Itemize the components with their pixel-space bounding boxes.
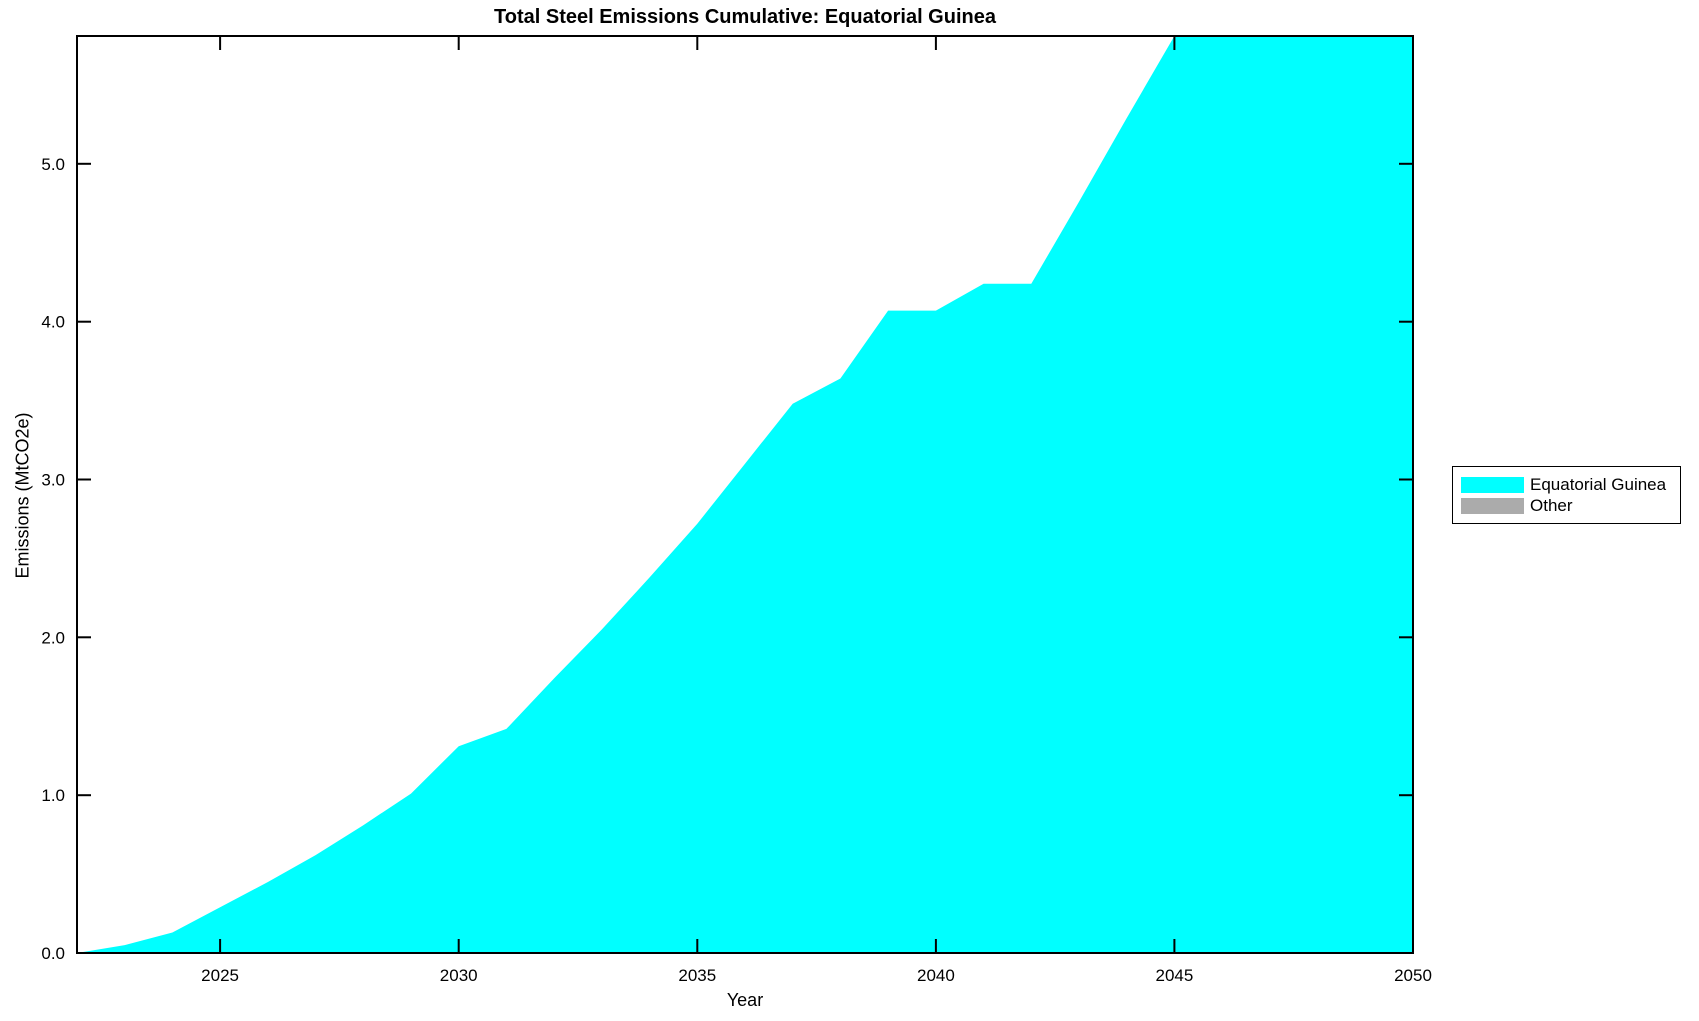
x-tick-label: 2025 (201, 966, 239, 985)
plot-box (76, 35, 1414, 954)
x-tick-label: 2030 (440, 966, 478, 985)
x-tick-label: 2040 (917, 966, 955, 985)
y-tick-label: 0.0 (41, 944, 65, 963)
x-axis-label: Year (726, 990, 764, 1010)
x-tick-label: 2045 (1155, 966, 1193, 985)
y-tick-label: 3.0 (41, 471, 65, 490)
legend-swatch-other (1461, 497, 1524, 514)
legend-swatch-equatorial-guinea (1461, 476, 1524, 493)
tick-label-layer: 2025 2030 2035 2040 2045 2050 0.0 1.0 2.0 3.0 4.0 5… (41, 155, 1432, 985)
x-tick-label: 2050 (1394, 966, 1432, 985)
legend-label-other: Other (1530, 496, 1573, 515)
chart-title: Total Steel Emissions Cumulative: Equato… (494, 6, 996, 28)
legend: Equatorial Guinea Other (1452, 466, 1681, 524)
x-tick-label: 2035 (678, 966, 716, 985)
y-tick-label: 2.0 (41, 628, 65, 647)
y-tick-label: 1.0 (41, 786, 65, 805)
legend-label-equatorial-guinea: Equatorial Guinea (1530, 475, 1667, 494)
area-series-layer (77, 36, 1413, 953)
axis-layer (76, 35, 1414, 954)
legend-entry-other: Other (1461, 495, 1672, 516)
legend-entry-equatorial-guinea: Equatorial Guinea (1461, 474, 1672, 495)
y-tick-label: 5.0 (41, 155, 65, 174)
area-series-equatorial-guinea (77, 36, 1413, 953)
y-tick-label: 4.0 (41, 313, 65, 332)
y-axis-label: Emissions (MtCO2e) (12, 412, 33, 579)
